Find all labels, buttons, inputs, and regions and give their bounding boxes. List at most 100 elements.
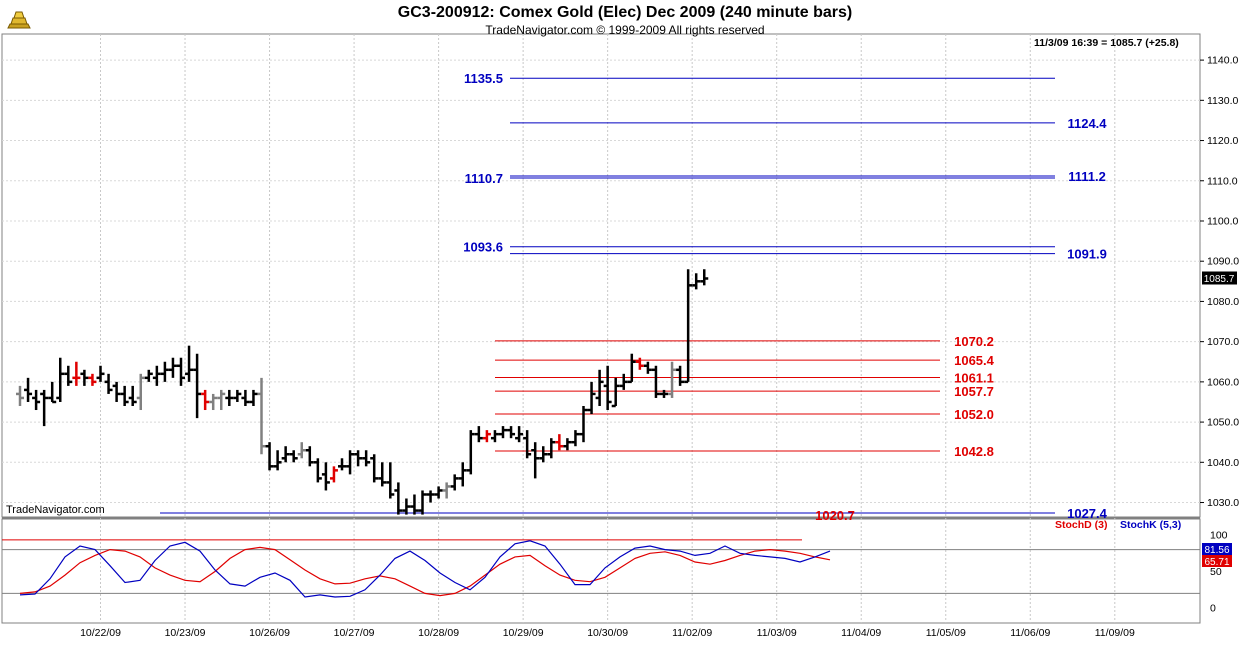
level-label: 1124.4 — [1067, 116, 1107, 131]
ohlc-bar — [313, 458, 322, 483]
ohlc-bar — [185, 345, 194, 382]
stoch-value-box — [1202, 543, 1232, 555]
chart-title: GC3-200912: Comex Gold (Elec) Dec 2009 (… — [397, 4, 853, 21]
legend-stoch-k: StochK (5,3) — [1120, 519, 1182, 531]
ohlc-bar — [40, 389, 49, 427]
y-tick-label: 1110.0 — [1207, 175, 1238, 187]
x-tick-label: 11/09/09 — [1095, 627, 1135, 639]
ohlc-bar — [24, 377, 33, 402]
y-tick-label: 1130.0 — [1207, 95, 1238, 107]
ohlc-bar — [499, 426, 507, 439]
ohlc-bar — [386, 462, 395, 499]
ohlc-bar — [627, 353, 636, 384]
ohlc-bar — [426, 490, 435, 503]
level-label: 1027.4 — [1067, 506, 1108, 521]
watermark: TradeNavigator.com — [6, 504, 105, 516]
ohlc-bar — [64, 365, 73, 386]
ohlc-bar — [241, 389, 250, 406]
ohlc-bar — [402, 498, 411, 515]
ohlc-bar — [193, 353, 202, 419]
y-tick-label: 1140.0 — [1207, 55, 1238, 67]
y-tick-label: 1060.0 — [1207, 376, 1239, 388]
ohlc-bar — [547, 438, 556, 459]
x-tick-label: 11/03/09 — [757, 627, 797, 639]
ohlc-bar — [128, 385, 137, 406]
ohlc-bar — [168, 357, 177, 378]
stoch-d-line — [19, 546, 831, 597]
ohlc-bar — [329, 466, 338, 483]
y-tick-label: 1080.0 — [1207, 296, 1239, 308]
level-label: 1065.4 — [954, 353, 995, 368]
ohlc-bar — [490, 430, 499, 443]
ohlc-bar — [450, 474, 459, 491]
x-tick-label: 10/22/09 — [80, 627, 121, 639]
ohlc-bar — [651, 365, 660, 398]
y-tick-label: 1040.0 — [1207, 457, 1239, 469]
ohlc-bar — [120, 385, 129, 406]
ohlc-bar — [225, 389, 234, 406]
ohlc-bar — [88, 373, 97, 386]
current-price-label: 1085.7 — [1204, 274, 1235, 285]
level-label: 1020.7 — [815, 508, 855, 523]
y-tick-label: 1120.0 — [1207, 135, 1238, 147]
ohlc-bar — [643, 361, 652, 374]
ohlc-bar — [603, 365, 612, 411]
ohlc-bar — [458, 462, 467, 487]
ohlc-bar — [515, 426, 524, 443]
ohlc-bar — [104, 373, 113, 394]
y-tick-label: 1030.0 — [1207, 497, 1239, 509]
ohlc-bar — [160, 361, 169, 382]
stoch-value-label: 65.71 — [1204, 557, 1229, 568]
x-tick-label: 11/02/09 — [672, 627, 712, 639]
level-label: 1091.9 — [1067, 247, 1107, 262]
ohlc-bar — [281, 446, 290, 463]
ohlc-bar — [16, 385, 24, 406]
level-label: 1061.1 — [954, 370, 994, 385]
ohlc-bar — [619, 373, 628, 390]
ohlc-bar — [48, 381, 57, 404]
ohlc-bar — [233, 389, 242, 402]
ohlc-bar — [338, 458, 346, 471]
ohlc-bar — [72, 361, 81, 386]
ohlc-bar — [466, 430, 475, 475]
y-tick-label: 1100.0 — [1207, 215, 1238, 227]
ohlc-bar — [442, 482, 451, 499]
ohlc-bar — [668, 361, 677, 398]
ohlc-bar — [660, 389, 668, 398]
ohlc-bar — [587, 381, 596, 415]
x-tick-label: 11/05/09 — [926, 627, 966, 639]
stoch-value-label: 81.56 — [1204, 545, 1229, 556]
level-label: 1052.0 — [954, 407, 994, 422]
level-label: 1110.7 — [465, 171, 503, 186]
copyright-text: TradeNavigator.com © 1999-2009 All right… — [485, 23, 765, 37]
ohlc-bar — [273, 450, 282, 471]
price-panel-frame — [1, 33, 1201, 518]
stoch-y-tick-label: 100 — [1210, 530, 1228, 542]
ohlc-bar — [96, 365, 105, 382]
x-tick-label: 10/26/09 — [249, 627, 290, 639]
stoch-y-tick-label: 0 — [1210, 603, 1216, 615]
ohlc-bar — [531, 442, 540, 479]
x-tick-label: 11/04/09 — [841, 627, 881, 639]
ohlc-bar — [507, 426, 516, 439]
ohlc-bar — [482, 430, 491, 443]
ohlc-bar — [410, 494, 419, 515]
ohlc-bar — [217, 389, 226, 411]
ohlc-bar — [144, 369, 153, 382]
ohlc-bar — [346, 450, 355, 475]
last-quote: 11/3/09 16:39 = 1085.7 (+25.8) — [1034, 37, 1179, 49]
ohlc-bar — [370, 454, 379, 483]
x-tick-label: 10/30/09 — [587, 627, 628, 639]
ohlc-bar — [611, 377, 620, 408]
ohlc-bar — [321, 462, 330, 491]
ohlc-bar — [257, 377, 266, 455]
ohlc-bar — [474, 426, 483, 443]
x-tick-label: 11/06/09 — [1010, 627, 1050, 639]
trade-navigator-logo-icon — [7, 11, 31, 29]
ohlc-bar — [201, 389, 210, 411]
x-tick-label: 10/29/09 — [503, 627, 544, 639]
level-label: 1057.7 — [954, 384, 994, 399]
ohlc-bar — [136, 373, 145, 411]
ohlc-bar — [434, 486, 443, 499]
